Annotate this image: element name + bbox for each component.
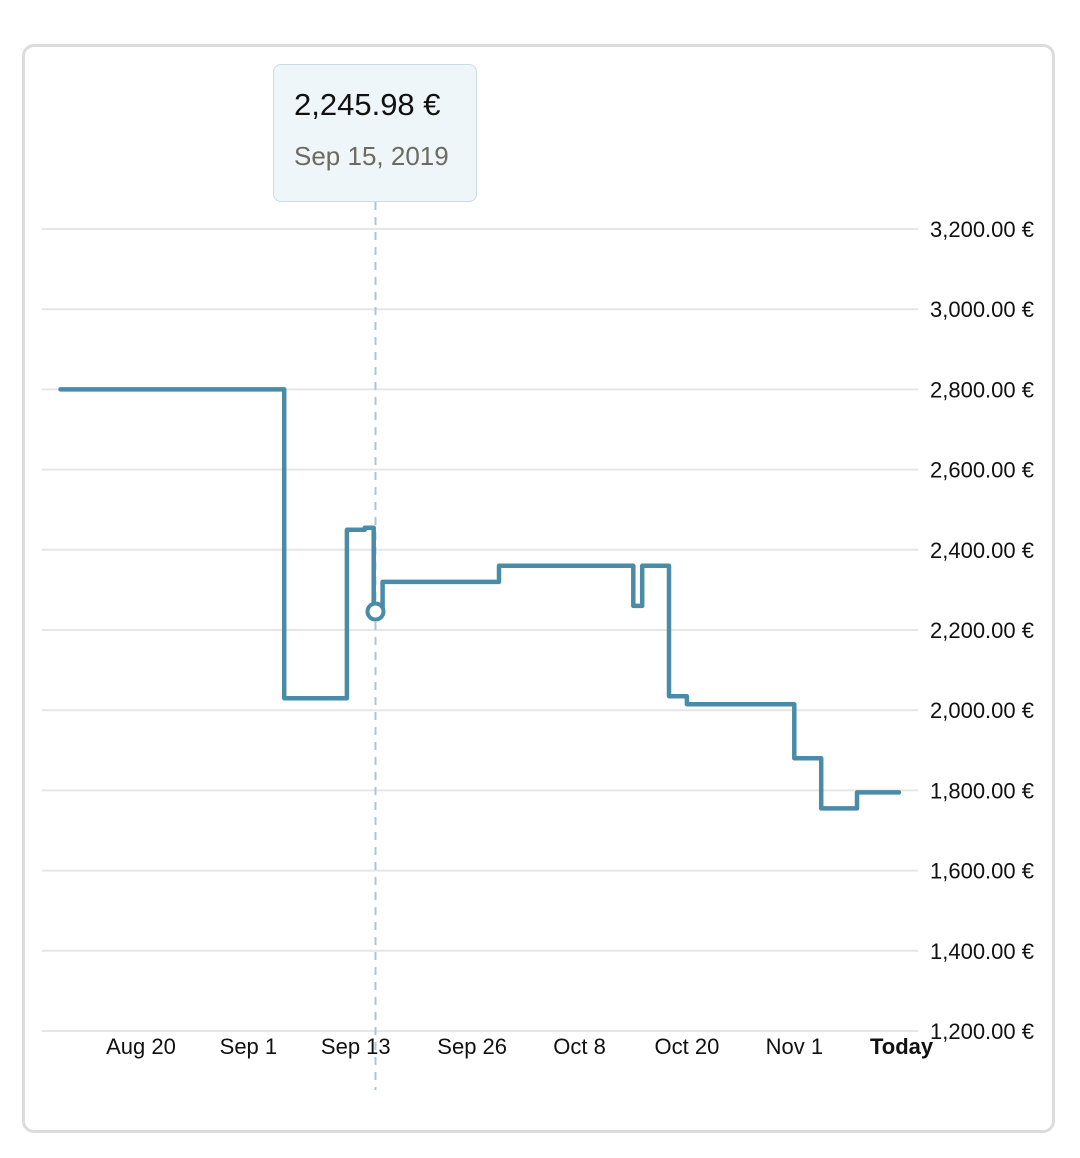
x-tick-label: Oct 20 [655, 1034, 720, 1059]
y-tick-label: 3,000.00 € [930, 297, 1034, 322]
y-tick-label: 2,000.00 € [930, 698, 1034, 723]
x-tick-label: Nov 1 [766, 1034, 823, 1059]
y-tick-label: 1,200.00 € [930, 1019, 1034, 1044]
y-tick-label: 2,600.00 € [930, 458, 1034, 483]
y-tick-label: 1,800.00 € [930, 778, 1034, 803]
x-tick-label: Sep 26 [437, 1034, 507, 1059]
tooltip-price: 2,245.98 € [294, 87, 441, 122]
x-tick-label: Sep 1 [220, 1034, 278, 1059]
tooltip-date: Sep 15, 2019 [294, 141, 449, 171]
x-tick-label: Today [870, 1034, 934, 1059]
x-tick-label: Sep 13 [321, 1034, 391, 1059]
y-tick-label: 2,800.00 € [930, 377, 1034, 402]
y-tick-label: 3,200.00 € [930, 217, 1034, 242]
price-tooltip: 2,245.98 € Sep 15, 2019 [273, 64, 477, 202]
y-tick-label: 1,400.00 € [930, 939, 1034, 964]
y-tick-label: 2,400.00 € [930, 538, 1034, 563]
x-tick-label: Aug 20 [106, 1034, 176, 1059]
price-series-line [58, 387, 902, 811]
highlight-point [365, 601, 386, 622]
x-tick-label: Oct 8 [553, 1034, 606, 1059]
y-tick-label: 2,200.00 € [930, 618, 1034, 643]
y-tick-label: 1,600.00 € [930, 859, 1034, 884]
